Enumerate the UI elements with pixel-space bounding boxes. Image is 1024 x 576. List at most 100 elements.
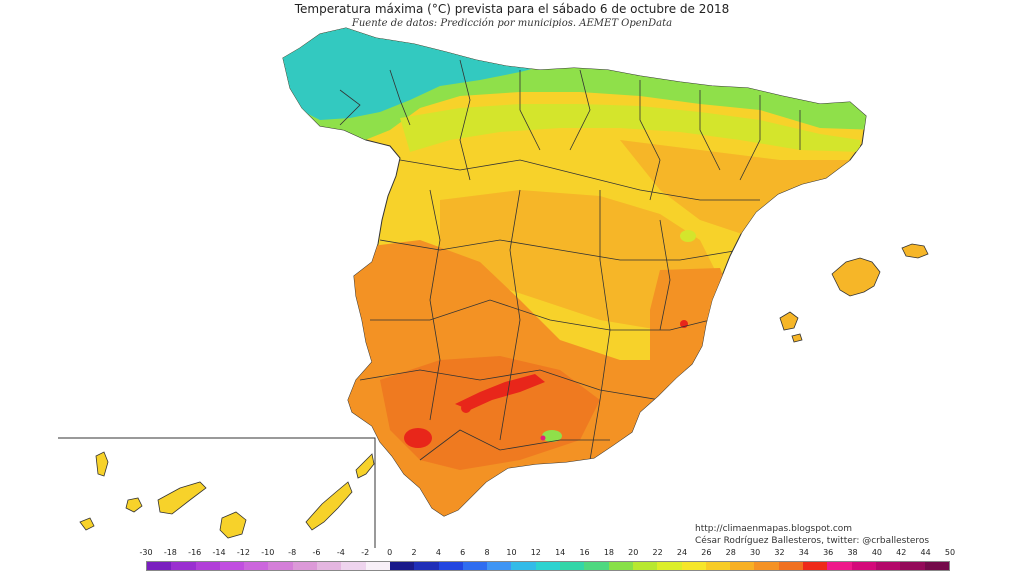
legend-swatch (875, 562, 901, 570)
legend-swatch (535, 562, 561, 570)
legend-tick-label: -12 (236, 548, 250, 557)
province-borders (339, 59, 801, 461)
sierra-nevada-cool-spot (542, 430, 562, 442)
legend-swatch (389, 562, 415, 570)
legend-tick-label: 34 (798, 548, 809, 557)
legend-swatch (292, 562, 318, 570)
legend-swatch (317, 562, 342, 570)
andalusia-deeporange-zone (380, 356, 600, 470)
legend-tick-label: 36 (823, 548, 834, 557)
legend-tick-label: 38 (847, 548, 858, 557)
legend-tick-label: 26 (701, 548, 712, 557)
legend-swatch (584, 562, 609, 570)
legend-tick-label: -10 (261, 548, 275, 557)
legend-tick-label: 2 (411, 548, 417, 557)
canary-islands (79, 451, 375, 539)
la-gomera-island (125, 497, 143, 513)
legend-tick-label: 30 (749, 548, 761, 557)
legend-tick-label: -8 (288, 548, 297, 557)
legend-tick-label: -4 (336, 548, 345, 557)
teruel-cool-spot (680, 230, 696, 242)
legend-swatch (511, 562, 536, 570)
legend-swatch (803, 562, 828, 570)
north-yellowgreen-zone (400, 104, 860, 152)
menorca-island (901, 243, 929, 259)
canary-inset-frame (58, 437, 376, 548)
legend-tick-label: 16 (579, 548, 590, 557)
legend-tick-label: 28 (725, 548, 736, 557)
guadalquivir-hot-zone (455, 374, 545, 410)
legend-swatch (487, 562, 512, 570)
legend-tick-label: 8 (484, 548, 490, 557)
legend-tick-label: -14 (212, 548, 226, 557)
map-subtitle: Fuente de datos: Predicción por municipi… (351, 18, 673, 29)
legend-tick-label: 20 (628, 548, 639, 557)
legend-tick-label: 0 (387, 548, 393, 557)
legend-swatch (244, 562, 269, 570)
legend-swatch (827, 562, 852, 570)
legend-swatch (438, 562, 463, 570)
fuerteventura-island (305, 481, 353, 531)
legend-tick-label: 32 (774, 548, 785, 557)
credits-author: César Rodríguez Ballesteros, twitter: @c… (695, 536, 930, 546)
legend-swatch (462, 562, 488, 570)
tenerife-island (157, 481, 207, 515)
credits-website: http://climaenmapas.blogspot.com (695, 524, 853, 534)
legend-swatch (365, 562, 390, 570)
legend-tick-label: 18 (603, 548, 614, 557)
seville-hot-spot (404, 428, 432, 448)
legend-swatch (219, 562, 245, 570)
granada-hot-spot (461, 403, 471, 413)
gran-canaria-island (219, 511, 247, 539)
central-yelloworange-zone (440, 190, 720, 330)
legend-tick-label: -6 (312, 548, 321, 557)
legend-swatch (171, 562, 196, 570)
legend-swatch (632, 562, 658, 570)
legend-tick-label: 4 (435, 548, 441, 557)
legend-swatch (147, 562, 172, 570)
legend-swatch (414, 562, 439, 570)
legend-swatch (754, 562, 779, 570)
map-title: Temperatura máxima (°C) prevista para el… (294, 2, 730, 16)
legend-swatch (608, 562, 633, 570)
legend-tick-label: 22 (652, 548, 663, 557)
legend-tick-label: 14 (555, 548, 566, 557)
legend-swatch (681, 562, 706, 570)
legend-swatch (195, 562, 220, 570)
legend-swatch (268, 562, 293, 570)
legend-swatch (851, 562, 876, 570)
legend-tick-label: 50 (944, 548, 956, 557)
legend-tick-label: -30 (139, 548, 153, 557)
legend-tick-label: 44 (920, 548, 931, 557)
legend-tick-label: 24 (676, 548, 688, 557)
legend-swatch (341, 562, 366, 570)
legend-swatch (900, 562, 925, 570)
la-palma-island (95, 451, 109, 477)
legend-swatch (560, 562, 585, 570)
legend-tick-label: -18 (163, 548, 177, 557)
credits: http://climaenmapas.blogspot.com César R… (695, 523, 929, 547)
legend-labels: -30 -18 -16 -14 -12 -10 -8 -6 -4 -2 0 2 4 6 8 10 12 14 16 1… (139, 548, 955, 560)
mallorca-island (831, 257, 881, 297)
legend-tick-label: 40 (871, 548, 882, 557)
legend-tick-label: -16 (188, 548, 202, 557)
legend-tick-label: 10 (506, 548, 517, 557)
ibiza-island (779, 311, 799, 331)
legend-tick-label: -2 (361, 548, 370, 557)
balearic-islands (779, 243, 929, 343)
legend-tick-label: 42 (896, 548, 907, 557)
legend-color-bar (146, 561, 950, 571)
legend-swatch (730, 562, 755, 570)
lanzarote-island (355, 453, 375, 479)
pink-spot (540, 435, 546, 441)
legend-tick-label: 12 (530, 548, 541, 557)
legend-swatch (778, 562, 804, 570)
formentera-island (791, 333, 803, 343)
legend-tick-label: 6 (460, 548, 466, 557)
legend-swatch (705, 562, 731, 570)
legend-swatch (924, 562, 949, 570)
el-hierro-island (79, 517, 95, 531)
legend-swatch (657, 562, 682, 570)
color-legend: -30 -18 -16 -14 -12 -10 -8 -6 -4 -2 0 2 4 6 8 10 12 14 16 1… (139, 548, 955, 574)
